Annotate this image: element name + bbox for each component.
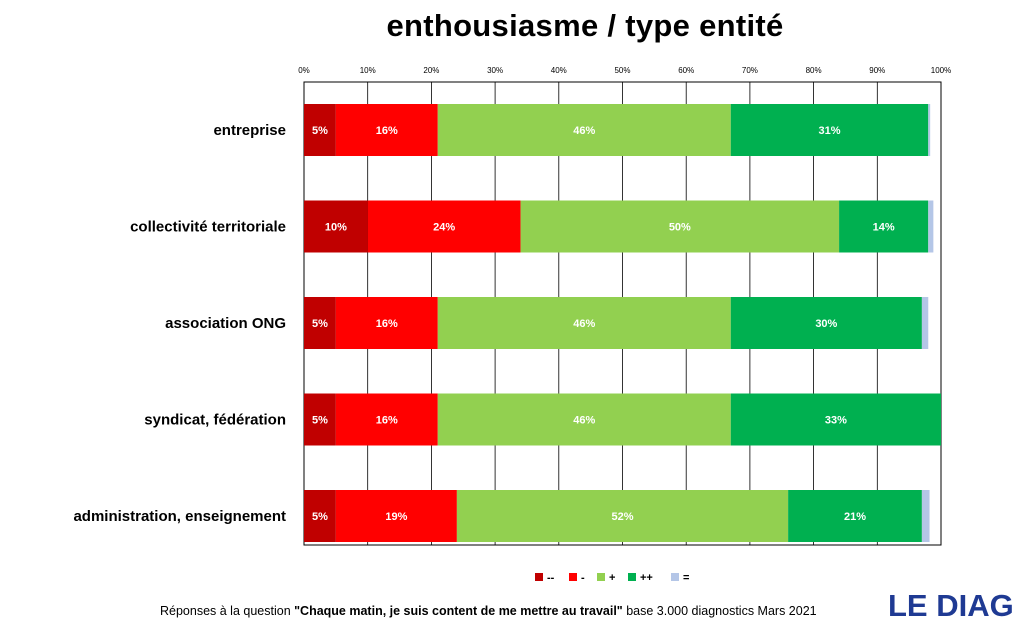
- data-label: 19%: [385, 511, 407, 523]
- data-label: 16%: [376, 318, 398, 330]
- footer-caption: Réponses à la question "Chaque matin, je…: [160, 604, 817, 618]
- bar-segment: [730, 104, 929, 156]
- bars: 5% 16% 46% 31% 10% 24% 50% 14% 5% 16% 46% 30% 5% 16% 4…: [304, 104, 941, 542]
- category-label: association ONG: [165, 315, 286, 332]
- category-label: collectivité territoriale: [130, 219, 286, 236]
- bar-segment: [839, 200, 929, 253]
- bar-segment: [456, 490, 789, 542]
- footer-question: "Chaque matin, je suis content de me met…: [294, 604, 623, 618]
- bar-segment: [921, 297, 929, 349]
- data-label: 16%: [376, 415, 398, 427]
- data-label: 5%: [312, 318, 328, 330]
- x-tick-label: 10%: [360, 66, 376, 75]
- x-tick-label: 100%: [931, 66, 951, 75]
- bar-segment: [304, 297, 336, 349]
- legend-swatch: [628, 573, 636, 581]
- bar-segment: [520, 200, 840, 253]
- data-label: 21%: [844, 511, 866, 523]
- bar-segment: [367, 200, 521, 253]
- data-label: 30%: [815, 318, 837, 330]
- legend-swatch: [569, 573, 577, 581]
- bar-segment: [437, 104, 731, 156]
- legend-swatch: [671, 573, 679, 581]
- footer-suffix: base 3.000 diagnostics Mars 2021: [622, 604, 817, 618]
- x-tick-label: 60%: [678, 66, 694, 75]
- legend-label: =: [683, 572, 689, 584]
- x-axis-ticks: 0% 10% 20% 30% 40% 50% 60% 70% 80% 90% 100%: [298, 66, 951, 75]
- le-diag-logo: LE DIAG: [888, 588, 1014, 623]
- bar-segment: [437, 297, 731, 349]
- data-label: 5%: [312, 125, 328, 137]
- legend-label: ++: [640, 572, 653, 584]
- data-label: 33%: [825, 415, 847, 427]
- bar-segment: [304, 104, 336, 156]
- bar-segment: [335, 393, 438, 446]
- category-label: entreprise: [213, 122, 286, 139]
- x-tick-label: 70%: [742, 66, 758, 75]
- data-label: 52%: [611, 511, 633, 523]
- legend-swatch: [535, 573, 543, 581]
- x-tick-label: 20%: [423, 66, 439, 75]
- data-label: 31%: [819, 125, 841, 137]
- category-label: syndicat, fédération: [144, 412, 286, 429]
- bar-segment: [730, 297, 922, 349]
- x-tick-label: 30%: [487, 66, 503, 75]
- data-label: 50%: [669, 222, 691, 234]
- x-tick-label: 90%: [869, 66, 885, 75]
- legend-swatch: [597, 573, 605, 581]
- bar-segment: [921, 490, 930, 542]
- x-tick-label: 40%: [551, 66, 567, 75]
- category-label: administration, enseignement: [73, 508, 286, 525]
- data-label: 14%: [873, 222, 895, 234]
- legend-label: +: [609, 572, 615, 584]
- x-tick-label: 80%: [806, 66, 822, 75]
- chart-canvas: 0% 10% 20% 30% 40% 50% 60% 70% 80% 90% 100% 5% 16% 4…: [73, 66, 951, 584]
- chart-title: enthousiasme / type entité: [386, 8, 784, 43]
- data-label: 24%: [433, 222, 455, 234]
- footer-prefix: Réponses à la question: [160, 604, 295, 618]
- bar-segment: [788, 490, 922, 542]
- y-axis-labels: entreprise collectivité territoriale assoc…: [73, 122, 286, 525]
- data-label: 10%: [325, 222, 347, 234]
- bar-segment: [437, 393, 731, 446]
- bar-segment: [304, 393, 336, 446]
- bar-segment: [928, 200, 934, 253]
- legend: -- - + ++ =: [535, 572, 689, 584]
- data-label: 5%: [312, 415, 328, 427]
- legend-label: -: [581, 572, 585, 584]
- bar-segment: [304, 490, 336, 542]
- data-label: 46%: [573, 318, 595, 330]
- data-label: 16%: [376, 125, 398, 137]
- bar-segment: [304, 200, 368, 253]
- data-label: 46%: [573, 125, 595, 137]
- bar-segment: [730, 393, 941, 446]
- logo-text: LE DIAG: [888, 588, 1014, 623]
- bar-segment: [928, 104, 931, 156]
- x-tick-label: 50%: [614, 66, 630, 75]
- x-tick-label: 0%: [298, 66, 310, 75]
- bar-segment: [335, 104, 438, 156]
- bar-segment: [335, 490, 457, 542]
- legend-label: --: [547, 572, 555, 584]
- data-label: 46%: [573, 415, 595, 427]
- bar-segment: [335, 297, 438, 349]
- data-label: 5%: [312, 511, 328, 523]
